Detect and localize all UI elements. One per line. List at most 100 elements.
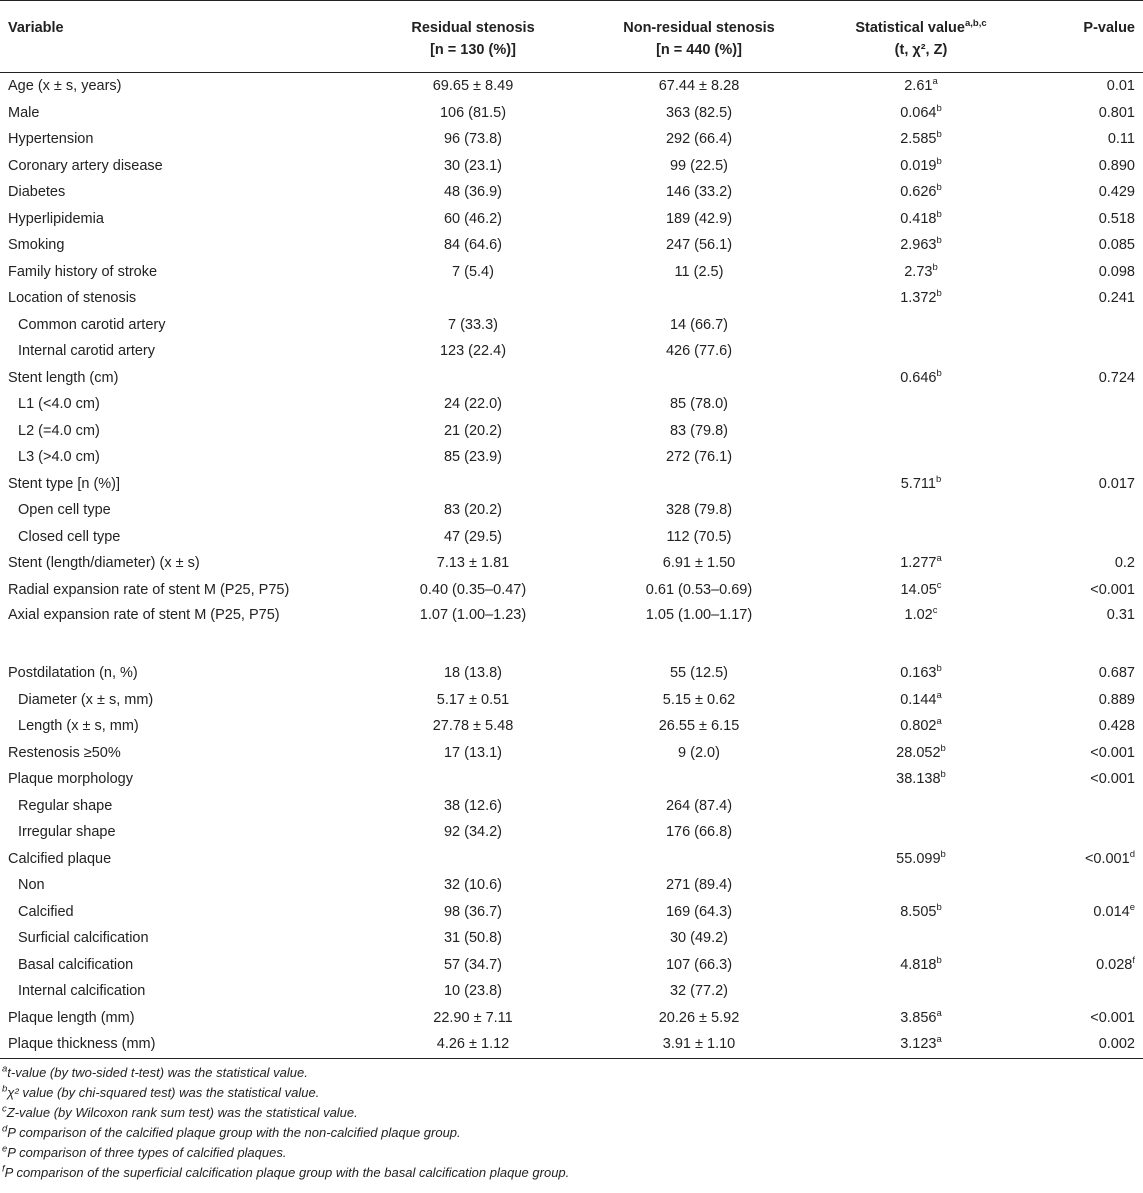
cell-variable: Postdilatation (n, %)	[0, 660, 360, 687]
cell-pvalue-text: 0.687	[1098, 665, 1135, 682]
cell-residual: 0.40 (0.35–0.47)	[360, 577, 586, 604]
cell-pvalue	[1030, 524, 1143, 551]
cell-variable-text: Age (x ± s, years)	[8, 78, 122, 95]
cell-statistical-value-text: 0.418	[900, 210, 937, 227]
cell-statistical-value	[812, 418, 1030, 445]
cell-variable-text: Basal calcification	[18, 956, 134, 973]
cell-pvalue: 0.11	[1030, 126, 1143, 153]
cell-statistical-value-text: 0.144	[900, 691, 937, 708]
cell-nonresidual-text: 5.15 ± 0.62	[662, 691, 736, 708]
cell-residual-text: 32 (10.6)	[443, 877, 503, 894]
cell-nonresidual-text: 363 (82.5)	[665, 104, 733, 121]
cell-residual: 31 (50.8)	[360, 925, 586, 952]
cell-pvalue	[1030, 793, 1143, 820]
cell-nonresidual: 146 (33.2)	[586, 179, 812, 206]
footnote-mark: f	[2, 1163, 5, 1175]
cell-variable-text: Plaque length (mm)	[8, 1009, 135, 1026]
cell-pvalue: 0.889	[1030, 687, 1143, 714]
cell-pvalue: 0.801	[1030, 100, 1143, 127]
cell-statistical-value-text: 2.963	[900, 237, 937, 254]
table-row: L3 (>4.0 cm) 85 (23.9) 272 (76.1)	[0, 444, 1143, 471]
footnote-text: P comparison of the superficial calcific…	[4, 1164, 570, 1180]
cell-pvalue: 0.002	[1030, 1031, 1143, 1059]
footnote-mark: e	[2, 1143, 8, 1155]
footnote: dP comparison of the calcified plaque gr…	[2, 1123, 1143, 1143]
cell-variable-text: Calcified plaque	[8, 850, 112, 867]
cell-statistical-value-superscript: b	[940, 848, 946, 860]
cell-residual	[360, 365, 586, 392]
cell-pvalue: 0.890	[1030, 153, 1143, 180]
footnote-mark: a	[2, 1063, 8, 1075]
footnote: at-value (by two-sided t-test) was the s…	[2, 1063, 1143, 1083]
cell-residual-text: 7 (33.3)	[448, 316, 498, 333]
cell-statistical-value: 55.099b	[812, 846, 1030, 873]
cell-nonresidual-text: 83 (79.8)	[669, 422, 729, 439]
cell-residual-text: 4.26 ± 1.12	[436, 1036, 510, 1053]
header-nonresidual: Non-residual stenosis	[586, 0, 812, 40]
table-header: Variable Residual stenosis Non-residual …	[0, 0, 1143, 73]
cell-variable: Closed cell type	[0, 524, 360, 551]
cell-nonresidual: 26.55 ± 6.15	[586, 713, 812, 740]
cell-statistical-value	[812, 793, 1030, 820]
cell-residual: 4.26 ± 1.12	[360, 1031, 586, 1059]
cell-residual: 24 (22.0)	[360, 391, 586, 418]
cell-statistical-value: 3.123a	[812, 1031, 1030, 1059]
cell-nonresidual-text: 292 (66.4)	[665, 131, 733, 148]
cell-pvalue: 0.428	[1030, 713, 1143, 740]
cell-nonresidual: 30 (49.2)	[586, 925, 812, 952]
cell-pvalue	[1030, 978, 1143, 1005]
cell-pvalue: <0.001	[1030, 766, 1143, 793]
cell-statistical-value-superscript: b	[935, 473, 942, 485]
cell-residual-text: 31 (50.8)	[443, 930, 503, 947]
header-residual-n: [n = 130 (%)]	[360, 40, 586, 73]
table-row: Plaque morphology 38.138b <0.001	[0, 766, 1143, 793]
cell-statistical-value: 8.505b	[812, 899, 1030, 926]
cell-variable: Location of stenosis	[0, 285, 360, 312]
cell-variable: Plaque morphology	[0, 766, 360, 793]
cell-nonresidual: 426 (77.6)	[586, 338, 812, 365]
cell-residual: 83 (20.2)	[360, 497, 586, 524]
cell-nonresidual: 292 (66.4)	[586, 126, 812, 153]
cell-nonresidual: 247 (56.1)	[586, 232, 812, 259]
cell-nonresidual: 363 (82.5)	[586, 100, 812, 127]
cell-nonresidual-text: 426 (77.6)	[665, 343, 733, 360]
cell-variable: Diameter (x ± s, mm)	[0, 687, 360, 714]
cell-nonresidual-text: 55 (12.5)	[669, 665, 729, 682]
cell-pvalue: 0.31	[1030, 603, 1143, 660]
cell-residual-text: 47 (29.5)	[443, 528, 503, 545]
cell-residual-text: 38 (12.6)	[443, 797, 503, 814]
cell-statistical-value-superscript: b	[940, 742, 946, 754]
cell-pvalue-text: 0.724	[1098, 369, 1135, 386]
cell-variable: Open cell type	[0, 497, 360, 524]
table-row: Plaque thickness (mm) 4.26 ± 1.12 3.91 ± 1…	[0, 1031, 1143, 1059]
cell-nonresidual: 5.15 ± 0.62	[586, 687, 812, 714]
cell-statistical-value-superscript: b	[936, 102, 942, 114]
cell-nonresidual: 9 (2.0)	[586, 740, 812, 767]
table-row: Stent (length/diameter) (x ± s) 7.13 ± 1.…	[0, 550, 1143, 577]
cell-nonresidual: 264 (87.4)	[586, 793, 812, 820]
cell-variable-text: Calcified	[18, 903, 74, 920]
cell-residual-text: 22.90 ± 7.11	[433, 1009, 513, 1026]
cell-pvalue: 0.241	[1030, 285, 1143, 312]
table-row: Male 106 (81.5) 363 (82.5) 0.064b 0.801	[0, 100, 1143, 127]
cell-nonresidual: 176 (66.8)	[586, 819, 812, 846]
cell-variable: Radial expansion rate of stent M (P25, P…	[0, 577, 360, 604]
cell-statistical-value-superscript: b	[936, 208, 942, 220]
cell-statistical-value-superscript: c	[936, 579, 942, 591]
table-row: Postdilatation (n, %) 18 (13.8) 55 (12.5) 0…	[0, 660, 1143, 687]
cell-variable-text: Family history of stroke	[8, 263, 158, 280]
header-stat-label: Statistical value	[855, 20, 965, 36]
cell-statistical-value-text: 2.73	[904, 263, 933, 280]
cell-nonresidual: 83 (79.8)	[586, 418, 812, 445]
cell-residual-text: 5.17 ± 0.51	[436, 691, 510, 708]
cell-residual: 96 (73.8)	[360, 126, 586, 153]
cell-statistical-value-text: 1.02	[904, 607, 933, 623]
cell-residual-text: 123 (22.4)	[439, 343, 507, 360]
table-row: Open cell type 83 (20.2) 328 (79.8)	[0, 497, 1143, 524]
cell-statistical-value-text: 3.123	[900, 1036, 937, 1053]
cell-nonresidual-text: 112 (70.5)	[666, 528, 732, 545]
cell-nonresidual: 67.44 ± 8.28	[586, 73, 812, 100]
table-row: Restenosis ≥50% 17 (13.1) 9 (2.0) 28.052b <0…	[0, 740, 1143, 767]
cell-residual-text: 7 (5.4)	[452, 263, 494, 280]
cell-variable: Stent length (cm)	[0, 365, 360, 392]
